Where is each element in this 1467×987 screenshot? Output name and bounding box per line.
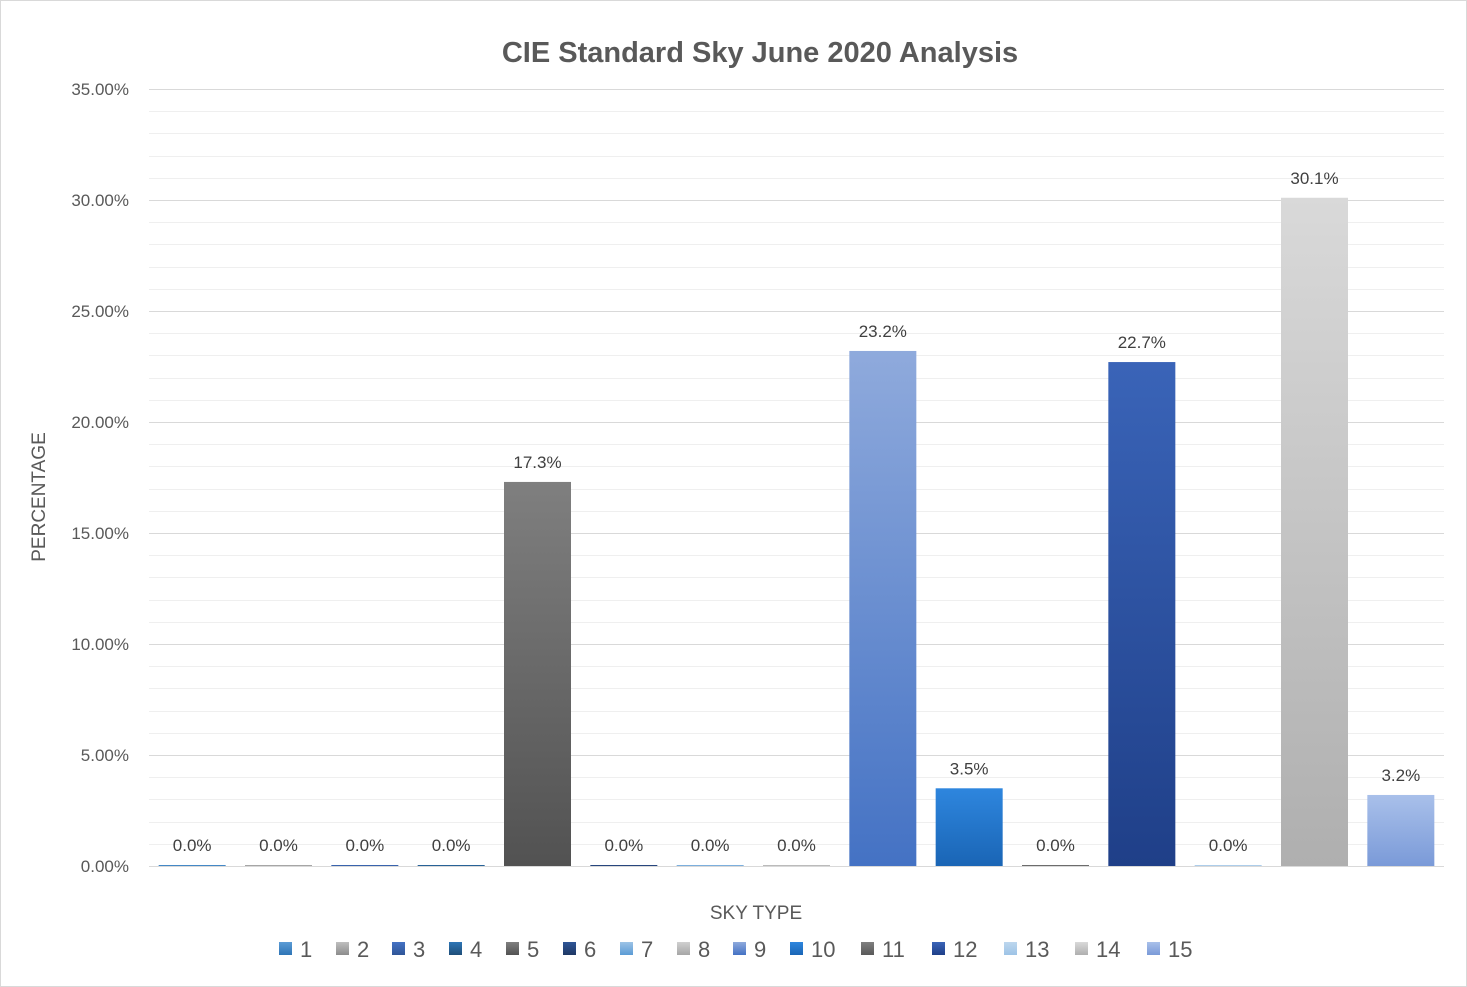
legend-swatch xyxy=(1147,942,1160,955)
legend-swatch xyxy=(449,942,462,955)
data-label: 0.0% xyxy=(1209,836,1248,855)
legend-swatch xyxy=(279,942,292,955)
y-tick-label: 10.00% xyxy=(71,635,129,654)
bar-sky-type-8 xyxy=(763,865,830,866)
legend-label: 3 xyxy=(413,937,425,962)
y-axis-label: PERCENTAGE xyxy=(29,432,50,562)
legend-swatch xyxy=(392,942,405,955)
y-tick-label: 5.00% xyxy=(81,746,129,765)
legend-swatch xyxy=(563,942,576,955)
legend-label: 1 xyxy=(300,937,312,962)
y-tick-label: 15.00% xyxy=(71,524,129,543)
bar-sky-type-9 xyxy=(849,350,917,867)
data-label: 22.7% xyxy=(1118,333,1166,352)
data-label: 0.0% xyxy=(777,836,816,855)
legend-label: 15 xyxy=(1168,937,1192,962)
legend-label: 8 xyxy=(698,937,710,962)
bar-sky-type-15 xyxy=(1367,794,1435,866)
legend-swatch xyxy=(733,942,746,955)
data-label: 0.0% xyxy=(604,836,643,855)
legend-swatch xyxy=(1075,942,1088,955)
data-label: 0.0% xyxy=(345,836,384,855)
bar-sky-type-5 xyxy=(504,481,571,866)
legend-swatch xyxy=(620,942,633,955)
bar-sky-type-4 xyxy=(417,865,485,866)
data-label: 23.2% xyxy=(859,322,907,341)
y-tick-label: 20.00% xyxy=(71,413,129,432)
bar-sky-type-14 xyxy=(1281,197,1348,866)
legend-label: 13 xyxy=(1025,937,1049,962)
bar-sky-type-6 xyxy=(590,865,658,866)
y-tick-label: 0.00% xyxy=(81,857,129,876)
data-label: 17.3% xyxy=(513,453,561,472)
legend-swatch xyxy=(506,942,519,955)
legend-swatch xyxy=(932,942,945,955)
data-label: 0.0% xyxy=(691,836,730,855)
data-labels: 0.0% 0.0% 0.0% 0.0% 17.3% 0.0% 0.0% 0.0% 23.2% 3.… xyxy=(173,169,1420,855)
data-label: 0.0% xyxy=(432,836,471,855)
data-label: 3.2% xyxy=(1381,766,1420,785)
bar-sky-type-3 xyxy=(331,865,399,866)
legend-swatch xyxy=(790,942,803,955)
bar-sky-type-2 xyxy=(245,865,312,866)
y-axis-tick-labels: 0.00% 5.00% 10.00% 15.00% 20.00% 25.00% 30.00%… xyxy=(71,80,129,876)
chart-title: CIE Standard Sky June 2020 Analysis xyxy=(502,37,1018,69)
data-label: 30.1% xyxy=(1290,169,1338,188)
legend-label: 2 xyxy=(357,937,369,962)
legend-label: 11 xyxy=(882,937,905,962)
legend-swatch xyxy=(677,942,690,955)
legend-label: 5 xyxy=(527,937,539,962)
bar-sky-type-7 xyxy=(676,865,744,866)
bar-sky-type-1 xyxy=(158,865,226,866)
bar-sky-type-10 xyxy=(935,788,1003,866)
bars xyxy=(158,197,1435,867)
legend-label: 10 xyxy=(811,937,835,962)
data-label: 3.5% xyxy=(950,759,989,778)
legend-swatch xyxy=(336,942,349,955)
legend-swatch xyxy=(1004,942,1017,955)
bar-sky-type-12 xyxy=(1108,362,1176,866)
data-label: 0.0% xyxy=(259,836,298,855)
legend-label: 6 xyxy=(584,937,596,962)
y-tick-label: 35.00% xyxy=(71,80,129,99)
legend-label: 9 xyxy=(754,937,766,962)
legend-label: 14 xyxy=(1096,937,1120,962)
legend-swatch xyxy=(861,942,874,955)
legend-label: 4 xyxy=(470,937,482,962)
bar-sky-type-11 xyxy=(1022,865,1089,866)
legend: 1 2 3 4 5 6 7 8 9 10 11 12 13 14 15 xyxy=(279,937,1192,962)
legend-label: 7 xyxy=(641,937,653,962)
data-label: 0.0% xyxy=(1036,836,1075,855)
x-axis-label: SKY TYPE xyxy=(710,903,802,924)
data-label: 0.0% xyxy=(173,836,212,855)
y-tick-label: 30.00% xyxy=(71,191,129,210)
bar-sky-type-13 xyxy=(1194,865,1262,866)
gridlines xyxy=(149,89,1444,867)
y-tick-label: 25.00% xyxy=(71,302,129,321)
legend-label: 12 xyxy=(953,937,977,962)
